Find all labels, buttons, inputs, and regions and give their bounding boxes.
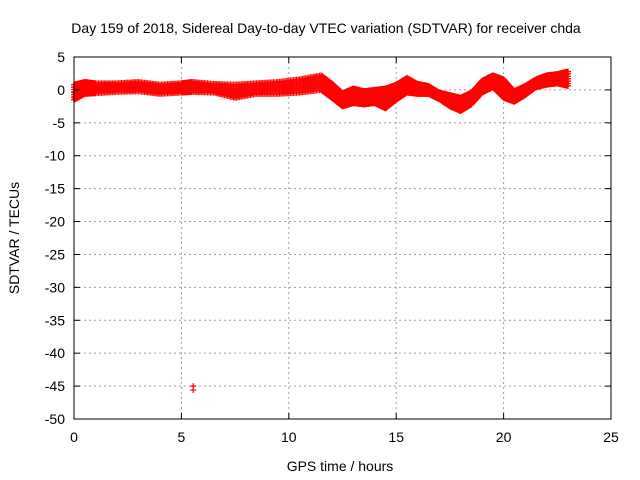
y-tick-label: -15 [45, 181, 65, 197]
x-tick-label: 5 [178, 429, 186, 445]
y-tick-label: -10 [45, 148, 65, 164]
y-tick-label: -25 [45, 246, 65, 262]
tick-labels: 0 5 10 15 20 25 5 0 -5 -10 -15 -20 -25 -30 -35 -40 -45 -5… [45, 49, 619, 445]
plot-frame [73, 56, 612, 420]
x-tick-label: 25 [603, 429, 619, 445]
x-tick-label: 20 [496, 429, 512, 445]
y-tick-label: -20 [45, 214, 65, 230]
data-series [71, 68, 572, 394]
grid-lines [74, 57, 611, 419]
x-tick-label: 10 [281, 429, 297, 445]
x-tick-label: 0 [70, 429, 78, 445]
x-tick-label: 15 [388, 429, 404, 445]
x-axis-label: GPS time / hours [287, 458, 394, 474]
y-axis-label: SDTVAR / TECUs [6, 182, 22, 294]
y-tick-label: -45 [45, 378, 65, 394]
axis-ticks [73, 56, 612, 420]
outlier-point [190, 387, 197, 394]
chart-title: Day 159 of 2018, Sidereal Day-to-day VTE… [71, 20, 581, 36]
data-point [565, 68, 572, 75]
y-tick-label: 0 [57, 82, 65, 98]
y-tick-label: -40 [45, 345, 65, 361]
y-tick-label: -35 [45, 312, 65, 328]
y-tick-label: -50 [45, 411, 65, 427]
y-tick-label: 5 [57, 49, 65, 65]
y-tick-label: -5 [53, 115, 66, 131]
y-tick-label: -30 [45, 279, 65, 295]
